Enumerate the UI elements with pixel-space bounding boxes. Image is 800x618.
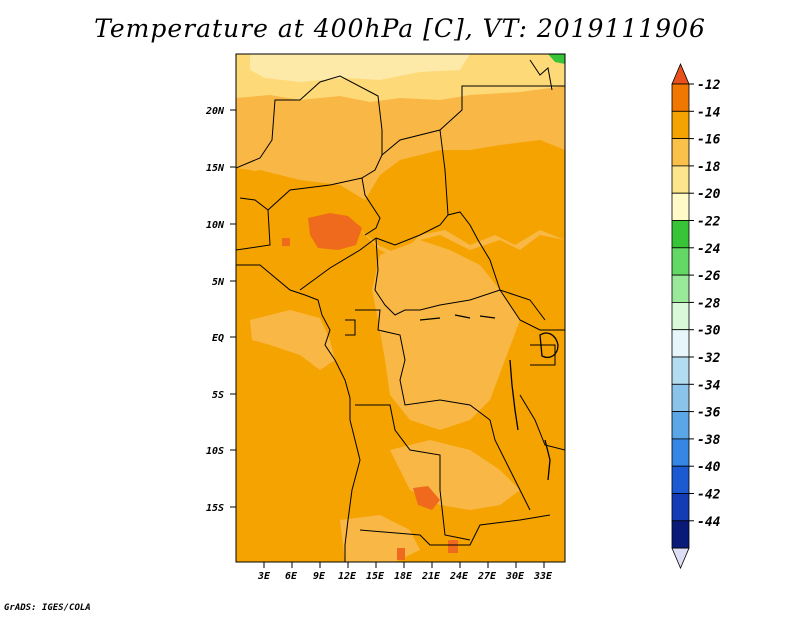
- colorbar-label: -14: [697, 105, 721, 120]
- lat-tick: 20N: [205, 106, 236, 117]
- lon-tick-label: 12E: [338, 571, 357, 582]
- field-band-12-nigeria: [308, 213, 362, 250]
- lon-tick-label: 21E: [421, 571, 441, 582]
- field-corner-22: [548, 54, 565, 64]
- colorbar-label: -16: [697, 133, 721, 148]
- colorbar-label: -40: [697, 460, 721, 475]
- colorbar-label: -44: [697, 515, 721, 530]
- colorbar-label: -32: [697, 351, 721, 366]
- lat-tick-label: 15N: [206, 163, 225, 174]
- colorbar-swatch: [671, 329, 690, 358]
- colorbar-label: -34: [697, 378, 721, 393]
- lon-tick-label: 18E: [394, 571, 413, 582]
- colorbar-swatch: [671, 465, 690, 494]
- colorbar-swatch: [671, 110, 690, 140]
- lat-tick: 10N: [206, 220, 236, 231]
- map-title: Temperature at 400hPa [C], VT: 201911190…: [94, 14, 706, 43]
- field-band-20: [250, 54, 470, 82]
- lon-tick-label: 3E: [257, 571, 271, 582]
- colorbar-swatch: [671, 411, 690, 440]
- colorbar-label: -22: [697, 215, 721, 230]
- lon-tick-label: 15E: [366, 571, 385, 582]
- colorbar-swatch: [671, 438, 690, 467]
- lakes: [419, 314, 559, 481]
- colorbar-swatch: [671, 220, 690, 249]
- lon-tick-label: 30E: [505, 571, 525, 582]
- colorbar-arrow-bottom: [671, 547, 690, 570]
- lon-tick-label: 33E: [533, 571, 553, 582]
- grads-credit: GrADS: IGES/COLA: [4, 603, 91, 613]
- colorbar-swatch: [671, 274, 690, 303]
- field-band-16-central: [372, 240, 520, 430]
- colorbar-swatch: [671, 493, 690, 522]
- lat-tick-label: 5N: [212, 277, 225, 288]
- field-band-14-sahel: [236, 140, 565, 255]
- colorbar-label: -36: [697, 406, 721, 421]
- colorbar-swatch: [671, 192, 690, 221]
- lat-tick-label: 15S: [206, 503, 224, 514]
- colorbar-arrow-top: [671, 62, 690, 85]
- colorbar-label: -20: [697, 187, 721, 202]
- lat-tick-label: 10S: [206, 446, 224, 457]
- temperature-field: [236, 54, 565, 562]
- lat-tick: 10S: [206, 446, 236, 457]
- lat-tick-label: 20N: [205, 106, 225, 117]
- colorbar-swatch: [671, 83, 690, 112]
- lat-tick-label: EQ: [212, 333, 224, 344]
- colorbar-label: -38: [697, 433, 721, 448]
- lat-tick: 5N: [212, 277, 236, 288]
- lon-tick-label: 6E: [285, 571, 298, 582]
- colorbar-swatch: [671, 165, 690, 194]
- country-borders: [236, 59, 565, 562]
- lon-tick-label: 9E: [313, 571, 326, 582]
- lon-tick-label: 27E: [477, 571, 497, 582]
- colorbar-swatch: [671, 247, 690, 276]
- colorbar-swatch: [671, 138, 690, 167]
- lat-tick-label: 5S: [212, 390, 224, 401]
- field-band-12-south: [413, 486, 440, 510]
- field-band-12-small2: [397, 548, 405, 560]
- lat-tick: EQ: [212, 333, 236, 344]
- lat-tick: 15S: [206, 503, 236, 514]
- colorbar-swatch: [671, 383, 690, 412]
- colorbar-label: -12: [697, 78, 721, 93]
- colorbar-label: -30: [697, 324, 721, 339]
- lat-axis: 20N 15N 10N 5N EQ 5S 10S 15S: [205, 106, 236, 514]
- lon-axis: 3E 6E 9E 12E 15E 18E 21E 24E 27E 30E 33E: [257, 562, 553, 582]
- colorbar-label: -18: [697, 160, 721, 175]
- field-band-12-small1: [448, 540, 458, 553]
- colorbar-label: -28: [697, 296, 721, 311]
- colorbar-label: -42: [697, 488, 721, 503]
- lon-tick-label: 24E: [449, 571, 469, 582]
- lat-tick: 15N: [206, 163, 236, 174]
- lat-tick-label: 10N: [206, 220, 225, 231]
- colorbar-label: -26: [697, 269, 721, 284]
- field-band-12-small3: [282, 238, 290, 246]
- lat-tick: 5S: [212, 390, 236, 401]
- colorbar-swatch: [671, 301, 690, 331]
- colorbar: -12 -14 -16 -18 -20 -22 -24 -26 -28 -30 -32 -34 -36 -…: [671, 62, 721, 570]
- colorbar-swatch: [671, 520, 690, 549]
- colorbar-label: -24: [697, 242, 721, 257]
- map-frame: [235, 53, 566, 563]
- colorbar-swatch: [671, 356, 690, 385]
- field-band-16-coast: [250, 310, 335, 370]
